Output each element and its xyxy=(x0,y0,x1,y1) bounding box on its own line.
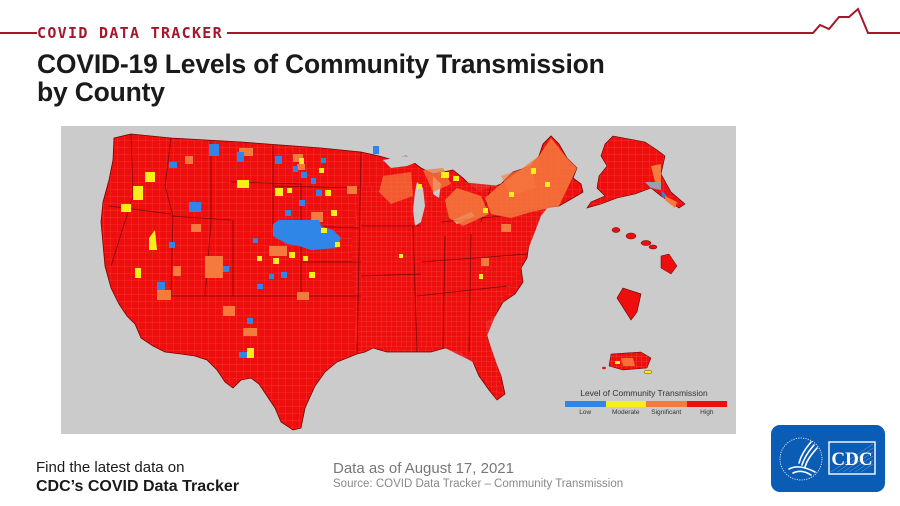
footer-cta: Find the latest data on CDC’s COVID Data… xyxy=(36,459,239,497)
alaska-inset xyxy=(586,135,686,209)
footer-source: Data as of August 17, 2021 Source: COVID… xyxy=(333,460,623,492)
legend-swatch-moderate xyxy=(605,401,646,407)
moderate-patches xyxy=(121,158,550,358)
page-title: COVID-19 Levels of Community Transmissio… xyxy=(37,50,605,106)
hawaii-inset xyxy=(611,227,678,275)
legend-swatch-high xyxy=(686,401,727,407)
lake-michigan xyxy=(413,182,425,226)
legend-title: Level of Community Transmission xyxy=(580,388,708,398)
transmission-map: Level of Community Transmission Low Mode… xyxy=(61,126,736,434)
lake-superior xyxy=(383,156,417,168)
legend-color-bar xyxy=(565,401,727,407)
cdc-wordmark: CDC xyxy=(831,449,872,470)
map-legend: Level of Community Transmission Low Mode… xyxy=(565,388,731,416)
title-line-1: COVID-19 Levels of Community Transmissio… xyxy=(37,49,605,79)
source-line: Source: COVID Data Tracker – Community T… xyxy=(333,478,624,490)
dc-inset xyxy=(616,287,642,321)
header-rule-sparkline xyxy=(0,7,900,34)
legend-label-low: Low xyxy=(579,409,592,416)
title-line-2: by County xyxy=(37,77,165,107)
legend-swatch-significant xyxy=(646,401,687,407)
legend-label-significant: Significant xyxy=(651,409,682,416)
footer-cta-link[interactable]: CDC’s COVID Data Tracker xyxy=(36,478,240,495)
hhs-seal-ring-icon xyxy=(779,437,823,481)
legend-swatch-low xyxy=(565,401,606,407)
legend-label-moderate: Moderate xyxy=(612,409,640,416)
legend-label-high: High xyxy=(700,409,714,416)
us-county-map xyxy=(100,133,686,431)
cdc-logo: CDC xyxy=(771,425,885,492)
low-patches xyxy=(157,144,379,358)
hhs-eagle-icon xyxy=(788,441,818,476)
footer-cta-line-1: Find the latest data on xyxy=(36,459,185,476)
brand-label: COVID DATA TRACKER xyxy=(37,24,227,42)
state-borders xyxy=(108,133,544,355)
data-date: Data as of August 17, 2021 xyxy=(333,460,514,477)
legend-labels: Low Moderate Significant High xyxy=(565,409,727,416)
